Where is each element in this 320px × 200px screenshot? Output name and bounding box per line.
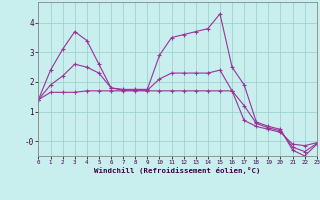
X-axis label: Windchill (Refroidissement éolien,°C): Windchill (Refroidissement éolien,°C) xyxy=(94,167,261,174)
